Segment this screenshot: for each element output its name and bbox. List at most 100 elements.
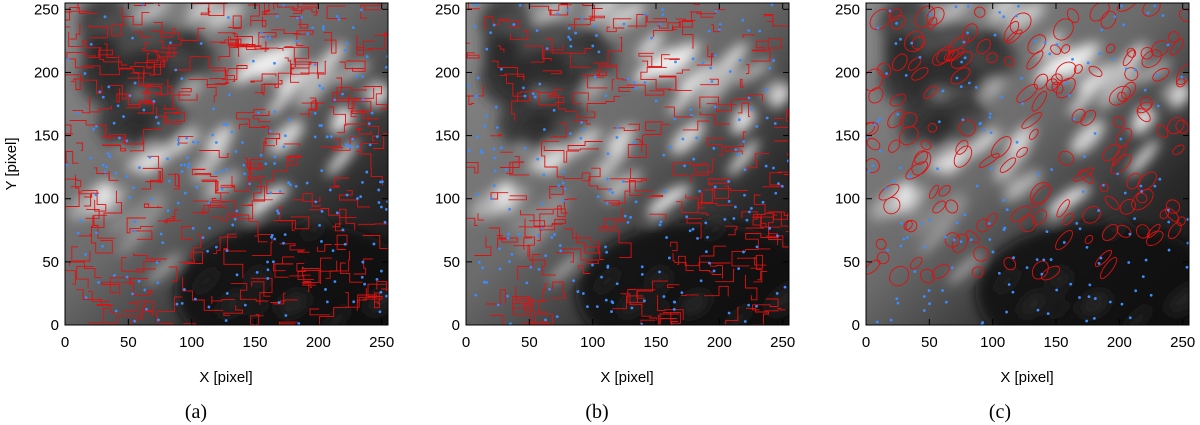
panel-c-dark-blob xyxy=(958,66,985,93)
panel-a-feature-marker xyxy=(268,129,272,133)
panel-c-contour xyxy=(999,157,1017,173)
panel-b-feature-marker xyxy=(591,263,594,267)
panel-c-contour xyxy=(928,184,939,199)
panel-b-segment-boundary xyxy=(745,274,758,301)
panel-b-feature-marker xyxy=(707,29,711,33)
panel-c-contour xyxy=(1004,56,1015,67)
panel-a-feature-marker xyxy=(207,305,211,309)
panel-b-segment-boundary xyxy=(752,216,781,228)
panel-b-segment-boundary xyxy=(557,205,568,218)
panel-c-feature-marker xyxy=(899,37,902,41)
panel-a-feature-marker xyxy=(343,242,347,246)
panel-a-segment-boundary xyxy=(356,127,363,131)
panel-c-contour xyxy=(1167,31,1180,43)
panel-a-feature-marker xyxy=(278,190,282,193)
panel-a-feature-marker xyxy=(131,36,134,40)
panel-b-segment-boundary xyxy=(500,20,520,28)
panel-a-feature-marker xyxy=(225,249,229,253)
panel-a-segment-boundary xyxy=(75,78,84,90)
panel-c-feature-marker xyxy=(886,248,890,252)
panel-b-feature-marker xyxy=(471,3,475,6)
panel-c-contour xyxy=(1099,183,1109,193)
panel-a-feature-marker xyxy=(287,181,290,185)
panel-a-feature-marker xyxy=(95,231,98,235)
panel-c-contour xyxy=(1031,260,1049,280)
panel-a-feature-marker xyxy=(318,84,322,88)
panel-b-segment-boundary xyxy=(554,198,577,210)
panel-a-fibril xyxy=(359,78,381,100)
panel-a-feature-marker xyxy=(375,278,379,281)
panel-b-feature-marker xyxy=(662,295,666,298)
panel-a-segment-boundary xyxy=(122,281,153,297)
panel-a-segment-boundary xyxy=(329,177,349,188)
panel-c-feature-marker xyxy=(967,81,971,85)
panel-a-feature-marker xyxy=(180,77,184,80)
panel-a-segment-boundary xyxy=(229,204,254,220)
panel-b-segment-boundary xyxy=(737,257,767,266)
panel-a-feature-marker xyxy=(235,273,239,277)
panel-c-xtick-label: 100 xyxy=(980,334,1005,351)
panel-a-segment-boundary xyxy=(325,251,351,279)
panel-c-feature-marker xyxy=(928,12,932,16)
panel-c-feature-marker xyxy=(1155,73,1159,77)
panel-a-feature-marker xyxy=(113,273,116,277)
panel-a-feature-marker xyxy=(161,241,165,245)
panel-b-feature-marker xyxy=(467,149,471,153)
panel-b-feature-marker xyxy=(558,244,562,247)
panel-b-segment-boundary xyxy=(466,52,480,59)
panel-a-feature-marker xyxy=(333,280,337,284)
panel-c-contour xyxy=(927,122,938,133)
panel-a-segment-boundary xyxy=(219,33,239,48)
panel-c-contour xyxy=(1150,40,1169,57)
panel-b-segment-boundary xyxy=(477,213,485,221)
panel-a-segment-boundary xyxy=(93,214,116,239)
panel-a-segment-boundary xyxy=(364,3,380,7)
panel-c-feature-marker xyxy=(1045,230,1049,234)
panel-a-ytick-label: 50 xyxy=(42,254,59,271)
panel-a-feature-marker xyxy=(360,275,364,279)
panel-a-segment-boundary xyxy=(323,32,337,54)
panel-c-feature-marker xyxy=(1085,319,1089,323)
panel-a-segment-boundary xyxy=(156,107,170,122)
panel-a-segment-boundary xyxy=(127,66,145,79)
panel-c-feature-marker xyxy=(1102,183,1105,187)
panel-a-feature-marker xyxy=(101,95,105,99)
panel-b-feature-marker xyxy=(535,29,539,32)
panel-c-feature-marker xyxy=(888,9,892,13)
panel-b-segment-boundary xyxy=(641,54,670,67)
panel-b-xtick-label: 150 xyxy=(643,334,668,351)
panel-a-feature-marker xyxy=(94,124,98,128)
panel-b-feature-marker xyxy=(553,233,556,236)
panel-c-segmentation xyxy=(866,3,1189,287)
panel-a-feature-marker xyxy=(114,171,118,175)
panel-b-feature-marker xyxy=(555,315,559,319)
panel-b-segment-boundary xyxy=(543,146,580,163)
panel-c-contour xyxy=(1016,83,1038,103)
panel-b-feature-marker xyxy=(632,141,636,144)
panel-b-fibril xyxy=(727,139,759,176)
panel-a-segment-boundary xyxy=(145,61,165,75)
panel-a-segment-boundary xyxy=(221,201,250,222)
panel-b-segment-boundary xyxy=(511,95,532,121)
panel-a-feature-marker xyxy=(320,240,323,243)
panel-b-fibril xyxy=(658,43,698,78)
panel-a-segment-boundary xyxy=(78,215,94,237)
panel-b-feature-marker xyxy=(640,322,644,325)
panel-c-feature-marker xyxy=(1085,245,1089,249)
panel-b-segment-boundary xyxy=(652,24,674,37)
panel-c-contour xyxy=(1145,230,1164,246)
panel-a-segment-boundary xyxy=(179,234,202,263)
panel-a-feature-marker xyxy=(225,123,229,127)
panel-b-feature-marker xyxy=(758,29,762,33)
panel-b-segment-boundary xyxy=(629,180,654,196)
panel-a-segment-boundary xyxy=(367,34,388,49)
panel-b-xtick-label: 200 xyxy=(707,334,732,351)
panel-a-feature-marker xyxy=(145,307,148,311)
panel-b-feature-marker xyxy=(605,201,609,205)
panel-c-feature-marker xyxy=(1033,39,1037,43)
panel-a-feature-marker xyxy=(300,16,303,19)
panel-a-feature-marker xyxy=(260,31,263,35)
panel-c-contour xyxy=(875,238,887,250)
panel-c-feature-marker xyxy=(913,270,917,273)
panel-c-contour xyxy=(958,119,976,137)
